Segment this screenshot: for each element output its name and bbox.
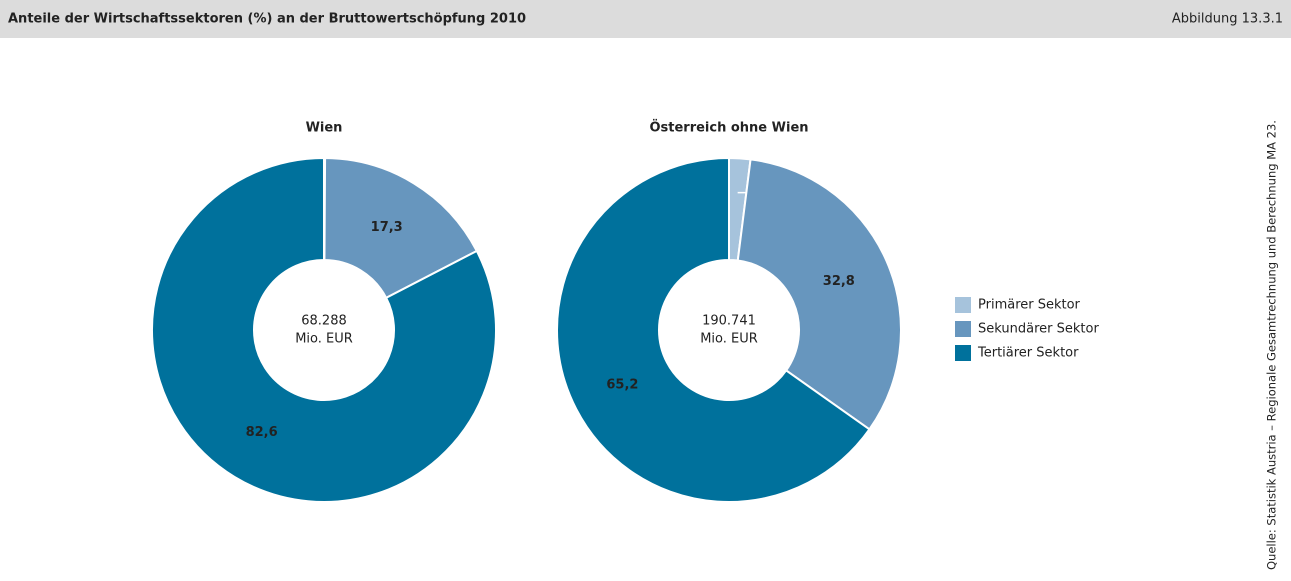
center-unit: Mio. EUR <box>295 332 353 347</box>
legend-swatch <box>955 345 971 361</box>
chart-title: Wien <box>306 121 343 136</box>
header-bar <box>0 0 1291 38</box>
value-label: 65,2 <box>606 378 638 393</box>
legend-label: Primärer Sektor <box>978 298 1081 313</box>
donut-slice <box>556 156 871 503</box>
legend-swatch <box>955 297 971 313</box>
value-label: 32,8 <box>823 274 855 289</box>
chart-title: Österreich ohne Wien <box>649 120 808 136</box>
value-label: 17,3 <box>371 220 403 235</box>
center-unit: Mio. EUR <box>700 332 758 347</box>
legend-swatch <box>955 321 971 337</box>
center-label: 68.288 <box>301 314 347 329</box>
center-label: 190.741 <box>702 314 756 329</box>
header-title: Anteile der Wirtschaftssektoren (%) an d… <box>8 12 526 27</box>
legend-label: Sekundärer Sektor <box>978 322 1099 337</box>
source: Quelle: Statistik Austria – Regionale Ge… <box>1265 120 1279 570</box>
donut-slice <box>736 158 902 431</box>
value-label: 82,6 <box>246 425 278 440</box>
donut-slice <box>323 156 479 300</box>
figure-number: Abbildung 13.3.1 <box>1172 12 1283 27</box>
donut-slice <box>151 156 497 503</box>
legend-label: Tertiärer Sektor <box>977 346 1079 361</box>
